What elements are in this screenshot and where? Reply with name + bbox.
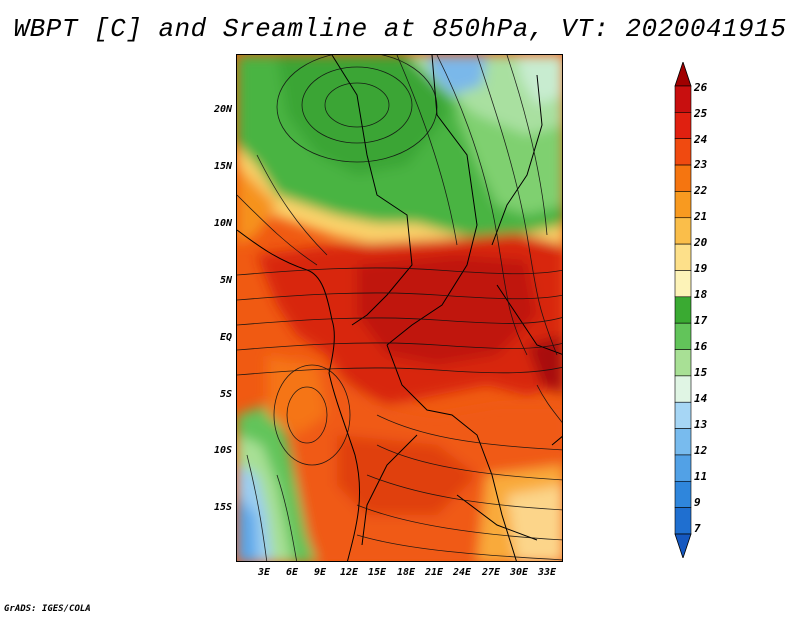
colorbar-segment	[674, 138, 692, 166]
lat-label: 15S	[213, 502, 232, 513]
colorbar-segment	[674, 322, 692, 350]
colorbar-label: 20	[694, 236, 708, 249]
lon-label: 30E	[509, 567, 529, 578]
colorbar-segment	[674, 85, 692, 113]
lat-label: 10S	[213, 445, 232, 456]
lon-label: 6E	[285, 567, 299, 578]
lat-label: 5S	[219, 389, 232, 400]
colorbar-segment	[674, 480, 692, 508]
lat-label: EQ	[219, 332, 232, 343]
colorbar-label: 15	[694, 366, 708, 379]
colorbar-segment	[674, 112, 692, 140]
lat-label: 20N	[213, 104, 232, 115]
lon-label: 3E	[257, 567, 271, 578]
colorbar	[674, 62, 692, 558]
lon-label: 9E	[313, 567, 327, 578]
colorbar-label: 21	[694, 210, 708, 223]
lon-label: 12E	[339, 567, 359, 578]
colorbar-label: 14	[694, 392, 708, 405]
lon-label: 24E	[452, 567, 472, 578]
colorbar-segment	[674, 428, 692, 456]
colorbar-label: 7	[694, 522, 701, 535]
colorbar-label: 17	[694, 314, 708, 327]
lon-label: 27E	[481, 567, 501, 578]
colorbar-segment	[674, 243, 692, 271]
lon-label: 15E	[367, 567, 387, 578]
lat-label: 5N	[219, 275, 232, 286]
colorbar-label: 16	[694, 340, 708, 353]
colorbar-label: 11	[694, 470, 708, 483]
colorbar-segment	[674, 296, 692, 324]
colorbar-segment	[674, 375, 692, 403]
colorbar-label: 23	[694, 158, 708, 171]
colorbar-segment	[674, 401, 692, 429]
wbpt-field	[237, 55, 562, 561]
colorbar-bottom-arrow	[674, 533, 692, 558]
colorbar-segment	[674, 164, 692, 192]
colorbar-segment	[674, 191, 692, 219]
lon-label: 33E	[537, 567, 557, 578]
credit-text: GrADS: IGES/COLA	[4, 604, 91, 614]
map-title: WBPT [C] and Sreamline at 850hPa, VT: 20…	[13, 14, 787, 44]
colorbar-segment	[674, 270, 692, 298]
colorbar-label: 13	[694, 418, 708, 431]
lon-label: 21E	[424, 567, 444, 578]
colorbar-segment	[674, 349, 692, 377]
colorbar-segment	[674, 217, 692, 245]
colorbar-segment	[674, 507, 692, 535]
lon-label: 18E	[396, 567, 416, 578]
colorbar-label: 22	[694, 184, 708, 197]
colorbar-label: 25	[694, 107, 708, 120]
lat-label: 10N	[213, 218, 232, 229]
colorbar-segment	[674, 454, 692, 482]
colorbar-label: 26	[694, 81, 708, 94]
map-panel	[236, 54, 563, 562]
colorbar-label: 12	[694, 444, 708, 457]
lat-label: 15N	[213, 161, 232, 172]
colorbar-label: 9	[694, 496, 701, 509]
colorbar-top-arrow	[674, 62, 692, 87]
colorbar-label: 18	[694, 288, 708, 301]
colorbar-label: 24	[694, 133, 708, 146]
colorbar-label: 19	[694, 262, 708, 275]
